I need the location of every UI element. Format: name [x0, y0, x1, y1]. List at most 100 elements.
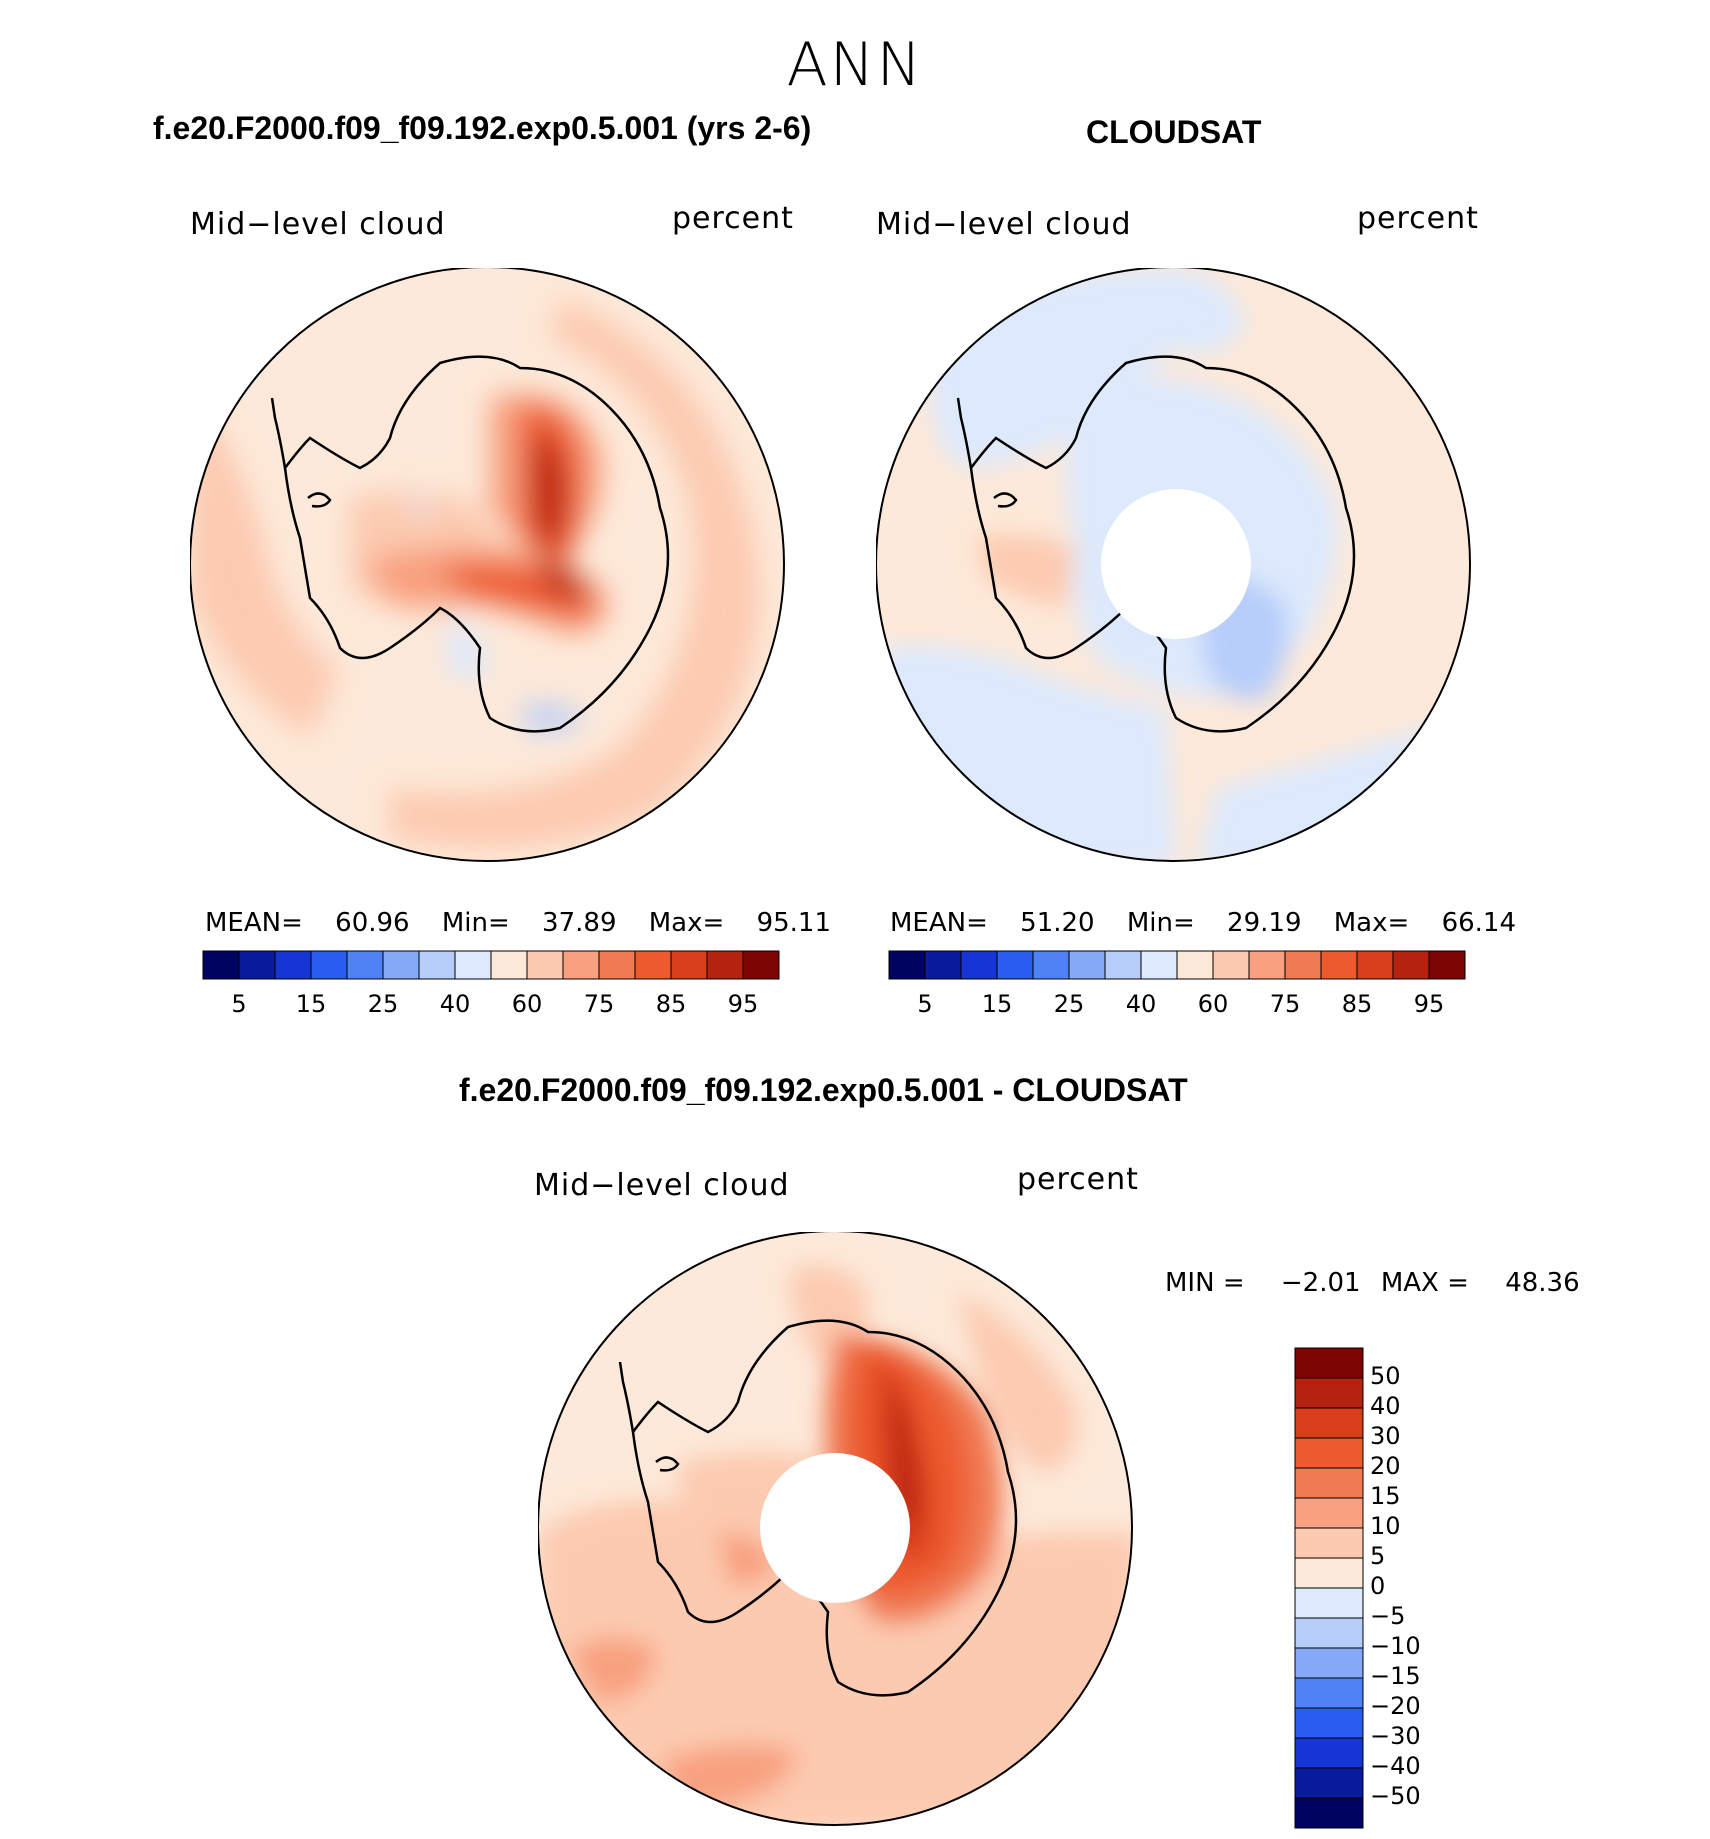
colorbar-swatch	[960, 950, 998, 980]
model-min-value: 37.89	[542, 908, 617, 938]
colorbar-swatch	[1212, 950, 1250, 980]
colorbar-tick-label: 0	[1370, 1572, 1386, 1600]
model-units-label: percent	[672, 201, 794, 236]
diff-max-value: 48.36	[1505, 1268, 1580, 1298]
colorbar-swatch	[1294, 1347, 1364, 1379]
colorbar-swatch	[1294, 1407, 1364, 1439]
colorbar-swatch	[1294, 1617, 1364, 1649]
obs-max-value: 66.14	[1441, 908, 1516, 938]
colorbar-swatch	[742, 950, 780, 980]
colorbar-swatch	[1294, 1527, 1364, 1559]
colorbar-swatch	[1294, 1497, 1364, 1529]
colorbar-tick-label: −15	[1370, 1662, 1421, 1690]
colorbar-tick-label: 95	[1413, 990, 1445, 1018]
colorbar-tick-label: 50	[1370, 1362, 1401, 1390]
model-panel-title: f.e20.F2000.f09_f09.192.exp0.5.001 (yrs …	[153, 110, 812, 146]
colorbar-swatch	[1294, 1707, 1364, 1739]
colorbar-swatch	[490, 950, 528, 980]
colorbar-swatch	[1140, 950, 1178, 980]
colorbar-swatch	[1294, 1587, 1364, 1619]
colorbar-tick-label: 5	[1370, 1542, 1386, 1570]
model-max-value: 95.11	[756, 908, 831, 938]
colorbar-swatch	[346, 950, 384, 980]
obs-colorbar	[888, 950, 1466, 980]
colorbar-tick-label: 25	[367, 990, 399, 1018]
obs-variable-label: Mid−level cloud	[876, 207, 1132, 242]
colorbar-swatch	[1068, 950, 1106, 980]
colorbar-swatch	[238, 950, 276, 980]
obs-max-label: Max=	[1333, 908, 1410, 938]
colorbar-tick-label: −20	[1370, 1692, 1421, 1720]
obs-mean-value: 51.20	[1020, 908, 1095, 938]
diff-min-value: −2.01	[1280, 1268, 1361, 1298]
colorbar-tick-label: 60	[511, 990, 543, 1018]
colorbar-tick-label: 15	[295, 990, 327, 1018]
colorbar-tick-label: −50	[1370, 1782, 1421, 1810]
season-title: ANN	[786, 30, 924, 100]
model-mean-label: MEAN=	[205, 908, 303, 938]
colorbar-swatch	[1356, 950, 1394, 980]
model-stats: MEAN= 60.96 Min= 37.89 Max= 95.11	[205, 908, 831, 938]
colorbar-swatch	[1294, 1767, 1364, 1799]
colorbar-swatch	[1294, 1797, 1364, 1829]
colorbar-swatch	[1284, 950, 1322, 980]
colorbar-swatch	[1294, 1467, 1364, 1499]
colorbar-swatch	[1294, 1737, 1364, 1769]
obs-units-label: percent	[1357, 201, 1479, 236]
colorbar-swatch	[274, 950, 312, 980]
diff-colorbar	[1294, 1347, 1364, 1829]
colorbar-tick-label: 85	[1341, 990, 1373, 1018]
colorbar-swatch	[454, 950, 492, 980]
obs-polar-map	[876, 268, 1471, 862]
colorbar-swatch	[670, 950, 708, 980]
model-colorbar-ticks: 5 15 25 40 60 75 85 95	[202, 990, 780, 1020]
colorbar-tick-label: 85	[655, 990, 687, 1018]
colorbar-swatch	[562, 950, 600, 980]
colorbar-swatch	[1032, 950, 1070, 980]
colorbar-tick-label: 40	[439, 990, 471, 1018]
obs-stats: MEAN= 51.20 Min= 29.19 Max= 66.14	[890, 908, 1516, 938]
colorbar-swatch	[382, 950, 420, 980]
colorbar-tick-label: 15	[1370, 1482, 1401, 1510]
colorbar-swatch	[1294, 1437, 1364, 1469]
diff-minmax: MIN = −2.01 MAX = 48.36	[1165, 1268, 1580, 1298]
colorbar-swatch	[1104, 950, 1142, 980]
diff-colorbar-ticks: 50 40 30 20 15 10 5 0 −5 −10 −15 −20 −30 −40 −50	[1370, 1347, 1470, 1829]
colorbar-swatch	[996, 950, 1034, 980]
colorbar-swatch	[1176, 950, 1214, 980]
diff-max-label: MAX =	[1380, 1268, 1469, 1298]
colorbar-tick-label: −30	[1370, 1722, 1421, 1750]
diff-variable-label: Mid−level cloud	[534, 1168, 790, 1203]
obs-min-value: 29.19	[1227, 908, 1302, 938]
colorbar-tick-label: 20	[1370, 1452, 1401, 1480]
colorbar-swatch	[888, 950, 926, 980]
colorbar-tick-label: −5	[1370, 1602, 1406, 1630]
colorbar-swatch	[1294, 1377, 1364, 1409]
colorbar-swatch	[1320, 950, 1358, 980]
colorbar-swatch	[310, 950, 348, 980]
colorbar-tick-label: −10	[1370, 1632, 1421, 1660]
colorbar-tick-label: 15	[981, 990, 1013, 1018]
model-variable-label: Mid−level cloud	[190, 207, 446, 242]
model-min-label: Min=	[441, 908, 510, 938]
model-colorbar	[202, 950, 780, 980]
colorbar-swatch	[706, 950, 744, 980]
obs-colorbar-ticks: 5 15 25 40 60 75 85 95	[888, 990, 1466, 1020]
diff-units-label: percent	[1017, 1162, 1139, 1197]
diff-panel-title: f.e20.F2000.f09_f09.192.exp0.5.001 - CLO…	[459, 1072, 1188, 1108]
obs-mean-label: MEAN=	[890, 908, 988, 938]
colorbar-swatch	[634, 950, 672, 980]
colorbar-tick-label: −40	[1370, 1752, 1421, 1780]
colorbar-swatch	[418, 950, 456, 980]
colorbar-tick-label: 75	[583, 990, 615, 1018]
model-mean-value: 60.96	[335, 908, 410, 938]
colorbar-swatch	[202, 950, 240, 980]
colorbar-tick-label: 95	[727, 990, 759, 1018]
colorbar-tick-label: 75	[1269, 990, 1301, 1018]
colorbar-swatch	[1428, 950, 1466, 980]
diff-min-label: MIN =	[1165, 1268, 1245, 1298]
model-max-label: Max=	[648, 908, 725, 938]
colorbar-tick-label: 5	[917, 990, 933, 1018]
colorbar-tick-label: 10	[1370, 1512, 1401, 1540]
colorbar-swatch	[1294, 1647, 1364, 1679]
